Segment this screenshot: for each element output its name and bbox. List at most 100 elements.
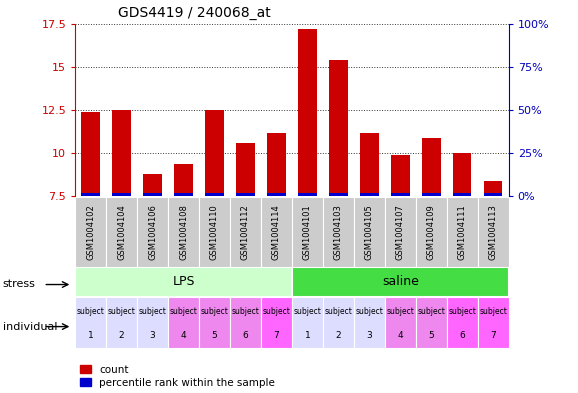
Bar bbox=[112, 193, 131, 196]
Text: subject: subject bbox=[169, 307, 198, 316]
Text: LPS: LPS bbox=[172, 275, 195, 288]
Bar bbox=[143, 174, 162, 196]
Text: 4: 4 bbox=[181, 331, 186, 340]
Bar bbox=[75, 267, 292, 297]
Bar bbox=[385, 297, 416, 348]
Bar bbox=[174, 193, 193, 196]
Text: 6: 6 bbox=[460, 331, 465, 340]
Bar bbox=[391, 155, 410, 196]
Bar bbox=[174, 163, 193, 196]
Text: subject: subject bbox=[417, 307, 445, 316]
Text: individual: individual bbox=[3, 322, 57, 332]
Bar bbox=[354, 297, 385, 348]
Bar bbox=[106, 297, 137, 348]
Bar bbox=[199, 196, 230, 267]
Text: subject: subject bbox=[108, 307, 135, 316]
Text: saline: saline bbox=[382, 275, 418, 288]
Text: GSM1004111: GSM1004111 bbox=[458, 204, 466, 260]
Text: 2: 2 bbox=[118, 331, 124, 340]
Text: subject: subject bbox=[449, 307, 476, 316]
Bar bbox=[292, 297, 323, 348]
Bar bbox=[391, 193, 410, 196]
Bar bbox=[75, 297, 106, 348]
Bar bbox=[360, 193, 379, 196]
Text: 2: 2 bbox=[335, 331, 341, 340]
Bar bbox=[168, 297, 199, 348]
Text: 5: 5 bbox=[212, 331, 217, 340]
Text: GSM1004114: GSM1004114 bbox=[272, 204, 281, 260]
Text: 5: 5 bbox=[428, 331, 434, 340]
Bar bbox=[416, 196, 447, 267]
Bar bbox=[360, 132, 379, 196]
Bar bbox=[81, 193, 100, 196]
Bar bbox=[323, 196, 354, 267]
Bar bbox=[484, 181, 502, 196]
Bar bbox=[298, 193, 317, 196]
Bar bbox=[112, 110, 131, 196]
Bar bbox=[137, 297, 168, 348]
Bar bbox=[329, 193, 347, 196]
Bar bbox=[484, 193, 502, 196]
Text: 4: 4 bbox=[398, 331, 403, 340]
Text: GSM1004109: GSM1004109 bbox=[427, 204, 436, 260]
Text: GSM1004107: GSM1004107 bbox=[396, 204, 405, 260]
Text: subject: subject bbox=[355, 307, 383, 316]
Text: 3: 3 bbox=[150, 331, 155, 340]
Text: GSM1004108: GSM1004108 bbox=[179, 204, 188, 260]
Text: subject: subject bbox=[232, 307, 260, 316]
Text: 1: 1 bbox=[88, 331, 94, 340]
Bar bbox=[106, 196, 137, 267]
Bar bbox=[205, 110, 224, 196]
Bar bbox=[168, 196, 199, 267]
Bar bbox=[143, 193, 162, 196]
Bar bbox=[81, 112, 100, 196]
Text: 3: 3 bbox=[366, 331, 372, 340]
Bar bbox=[261, 196, 292, 267]
Bar bbox=[205, 193, 224, 196]
Text: subject: subject bbox=[77, 307, 105, 316]
Bar bbox=[199, 297, 230, 348]
Text: GSM1004102: GSM1004102 bbox=[86, 204, 95, 260]
Text: GDS4419 / 240068_at: GDS4419 / 240068_at bbox=[118, 6, 271, 20]
Text: 1: 1 bbox=[305, 331, 310, 340]
Bar bbox=[416, 297, 447, 348]
Bar bbox=[236, 193, 255, 196]
Text: subject: subject bbox=[201, 307, 228, 316]
Text: 6: 6 bbox=[243, 331, 249, 340]
Bar bbox=[230, 297, 261, 348]
Text: GSM1004101: GSM1004101 bbox=[303, 204, 312, 260]
Bar bbox=[447, 196, 477, 267]
Text: subject: subject bbox=[262, 307, 290, 316]
Bar bbox=[267, 193, 286, 196]
Text: 7: 7 bbox=[273, 331, 279, 340]
Text: GSM1004103: GSM1004103 bbox=[334, 204, 343, 260]
Bar bbox=[453, 153, 472, 196]
Text: subject: subject bbox=[139, 307, 166, 316]
Bar bbox=[385, 196, 416, 267]
Bar bbox=[261, 297, 292, 348]
Legend: count, percentile rank within the sample: count, percentile rank within the sample bbox=[80, 365, 275, 388]
Text: subject: subject bbox=[386, 307, 414, 316]
Text: 7: 7 bbox=[490, 331, 496, 340]
Bar bbox=[447, 297, 477, 348]
Text: GSM1004104: GSM1004104 bbox=[117, 204, 126, 260]
Bar bbox=[453, 193, 472, 196]
Bar bbox=[422, 193, 440, 196]
Bar bbox=[230, 196, 261, 267]
Bar bbox=[292, 196, 323, 267]
Bar bbox=[477, 297, 509, 348]
Bar bbox=[292, 267, 509, 297]
Text: stress: stress bbox=[3, 279, 36, 289]
Text: GSM1004106: GSM1004106 bbox=[148, 204, 157, 260]
Bar bbox=[354, 196, 385, 267]
Bar bbox=[298, 29, 317, 196]
Text: subject: subject bbox=[479, 307, 507, 316]
Text: GSM1004113: GSM1004113 bbox=[488, 204, 498, 260]
Bar bbox=[329, 60, 347, 196]
Text: GSM1004112: GSM1004112 bbox=[241, 204, 250, 260]
Bar bbox=[236, 143, 255, 196]
Text: subject: subject bbox=[324, 307, 352, 316]
Text: subject: subject bbox=[294, 307, 321, 316]
Bar bbox=[137, 196, 168, 267]
Bar bbox=[422, 138, 440, 196]
